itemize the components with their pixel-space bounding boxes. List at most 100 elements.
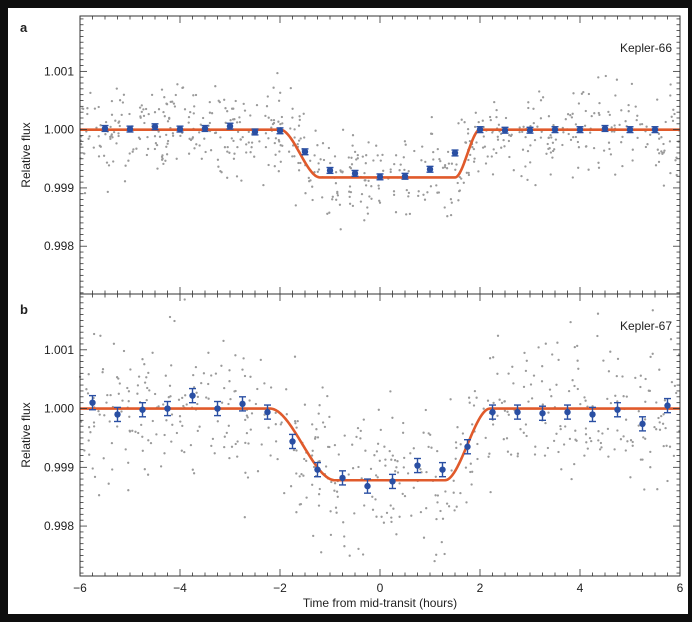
raw-flux-point: [218, 100, 221, 104]
raw-flux-point: [112, 160, 115, 163]
raw-flux-point: [574, 429, 577, 432]
raw-flux-point: [137, 375, 141, 378]
raw-flux-point: [508, 155, 511, 159]
raw-flux-point: [607, 455, 610, 458]
raw-flux-point: [413, 149, 416, 153]
raw-flux-point: [489, 490, 492, 494]
raw-flux-point: [435, 184, 438, 187]
raw-flux-point: [165, 133, 168, 137]
raw-flux-point: [429, 132, 433, 135]
raw-flux-point: [473, 157, 476, 160]
raw-flux-point: [597, 430, 600, 433]
raw-flux-point: [162, 110, 165, 114]
binned-point: [526, 127, 534, 134]
raw-flux-point: [507, 139, 511, 143]
raw-flux-point: [663, 149, 666, 152]
raw-flux-point: [529, 144, 532, 147]
raw-flux-point: [523, 351, 526, 355]
raw-flux-point: [244, 441, 247, 445]
raw-flux-point: [361, 155, 364, 158]
raw-flux-point: [571, 176, 574, 179]
y-tick-label: 1.000: [44, 123, 74, 137]
raw-flux-point: [348, 185, 352, 188]
raw-flux-point: [343, 535, 346, 538]
raw-flux-point: [474, 111, 477, 114]
raw-flux-point: [493, 100, 496, 104]
raw-flux-point: [393, 162, 396, 166]
raw-flux-point: [656, 98, 659, 101]
raw-flux-point: [391, 416, 394, 419]
binned-points: [101, 122, 659, 181]
raw-flux-point: [492, 356, 495, 359]
raw-flux-point: [467, 171, 470, 175]
raw-flux-points: [79, 71, 680, 231]
raw-flux-point: [646, 143, 649, 146]
raw-flux-point: [476, 457, 479, 461]
raw-flux-point: [146, 473, 150, 476]
raw-flux-point: [607, 370, 611, 373]
raw-flux-point: [335, 511, 338, 514]
raw-flux-point: [198, 425, 201, 428]
raw-flux-point: [599, 441, 603, 445]
raw-flux-point: [439, 509, 442, 513]
raw-flux-point: [195, 391, 198, 394]
raw-flux-point: [104, 120, 108, 124]
raw-flux-point: [318, 404, 321, 407]
raw-flux-point: [226, 110, 229, 113]
raw-flux-point: [238, 116, 241, 119]
raw-flux-point: [420, 159, 423, 162]
raw-flux-point: [107, 482, 110, 485]
raw-flux-point: [335, 490, 339, 493]
raw-flux-point: [311, 198, 314, 202]
raw-flux-point: [302, 112, 305, 115]
raw-flux-point: [175, 157, 178, 160]
raw-flux-point: [613, 448, 616, 451]
binned-point: [314, 466, 321, 473]
raw-flux-point: [170, 413, 174, 416]
raw-flux-point: [97, 494, 101, 497]
raw-flux-point: [405, 213, 408, 216]
raw-flux-point: [657, 160, 661, 164]
raw-flux-point: [393, 459, 397, 462]
raw-flux-point: [398, 515, 401, 518]
raw-flux-point: [226, 145, 229, 149]
raw-flux-point: [299, 161, 302, 165]
raw-flux-point: [459, 443, 462, 446]
raw-flux-point: [584, 399, 587, 402]
raw-flux-point: [269, 454, 272, 457]
raw-flux-point: [321, 421, 325, 424]
raw-flux-point: [146, 147, 150, 151]
raw-flux-point: [171, 423, 174, 426]
raw-flux-point: [662, 413, 665, 416]
raw-flux-point: [375, 515, 378, 518]
raw-flux-point: [582, 90, 585, 94]
raw-flux-point: [507, 372, 510, 375]
raw-flux-point: [356, 153, 359, 157]
raw-flux-point: [649, 133, 652, 136]
raw-flux-point: [424, 408, 427, 412]
raw-flux-point: [92, 425, 96, 428]
raw-flux-point: [238, 120, 242, 124]
raw-flux-point: [601, 432, 604, 435]
raw-flux-point: [196, 395, 200, 399]
raw-flux-point: [657, 416, 660, 420]
raw-flux-point: [546, 446, 550, 450]
binned-point: [426, 166, 434, 173]
raw-flux-point: [117, 392, 120, 395]
raw-flux-point: [216, 158, 220, 161]
raw-flux-point: [468, 401, 471, 404]
raw-flux-point: [115, 87, 118, 90]
raw-flux-point: [160, 158, 164, 161]
raw-flux-point: [336, 495, 339, 498]
raw-flux-point: [377, 184, 380, 187]
raw-flux-point: [322, 158, 326, 162]
raw-flux-point: [140, 423, 143, 427]
raw-flux-point: [198, 131, 201, 134]
raw-flux-point: [597, 111, 600, 115]
raw-flux-point: [549, 133, 552, 137]
raw-flux-point: [571, 379, 574, 382]
raw-flux-point: [407, 191, 411, 195]
raw-flux-point: [445, 502, 449, 505]
raw-flux-point: [557, 450, 560, 454]
raw-flux-point: [596, 312, 600, 315]
